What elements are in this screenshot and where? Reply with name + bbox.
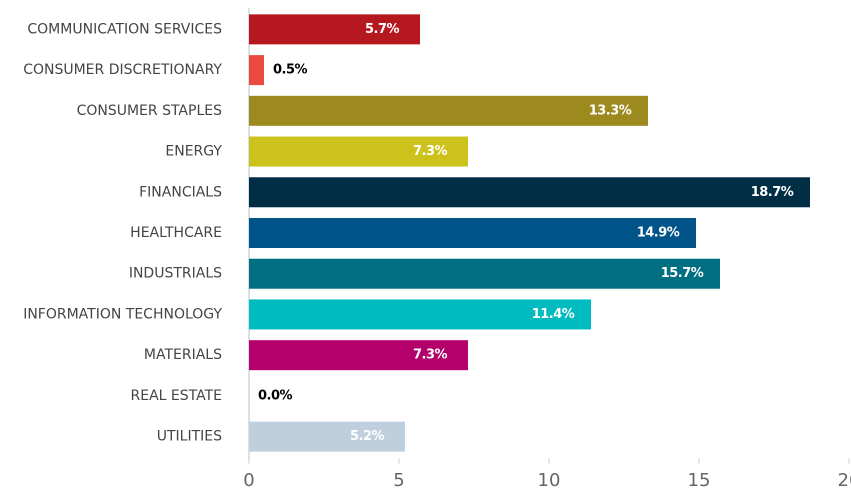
- y-tick-label: ENERGY: [165, 144, 222, 160]
- value-label: 15.7%: [661, 266, 704, 281]
- y-tick-label: CONSUMER DISCRETIONARY: [23, 62, 222, 78]
- value-label: 11.4%: [532, 307, 575, 322]
- bar: [249, 340, 468, 371]
- y-tick-label: COMMUNICATION SERVICES: [27, 21, 222, 37]
- x-tick-label: 15: [688, 470, 711, 490]
- value-label: 7.3%: [413, 348, 448, 363]
- y-tick-label: HEALTHCARE: [130, 225, 222, 241]
- value-label: 5.7%: [365, 22, 400, 37]
- y-tick-label: UTILITIES: [157, 429, 222, 445]
- value-label: 7.3%: [413, 144, 448, 159]
- value-label: 0.0%: [258, 388, 293, 403]
- y-tick-label: MATERIALS: [144, 347, 222, 363]
- bar: [249, 421, 405, 452]
- bar: [249, 136, 468, 167]
- bar: [249, 95, 648, 126]
- y-tick-label: REAL ESTATE: [131, 388, 223, 404]
- x-tick-label: 10: [538, 470, 561, 490]
- x-tick-label: 20: [838, 470, 851, 490]
- value-label: 14.9%: [637, 226, 680, 241]
- bar: [249, 177, 810, 208]
- bar: [249, 14, 420, 45]
- y-tick-label: FINANCIALS: [139, 184, 222, 200]
- bar: [249, 55, 264, 86]
- x-tick-label: 5: [393, 470, 404, 490]
- value-label: 18.7%: [751, 185, 794, 200]
- y-tick-label: INDUSTRIALS: [129, 266, 222, 282]
- y-tick-label: INFORMATION TECHNOLOGY: [23, 306, 222, 322]
- bar: [249, 258, 720, 289]
- value-label: 0.5%: [273, 63, 308, 78]
- y-tick-label: CONSUMER STAPLES: [77, 103, 223, 119]
- bar: [249, 218, 696, 248]
- value-label: 13.3%: [589, 103, 632, 118]
- value-label: 5.2%: [350, 429, 385, 444]
- bar: [249, 299, 591, 330]
- x-tick-label: 0: [243, 470, 254, 490]
